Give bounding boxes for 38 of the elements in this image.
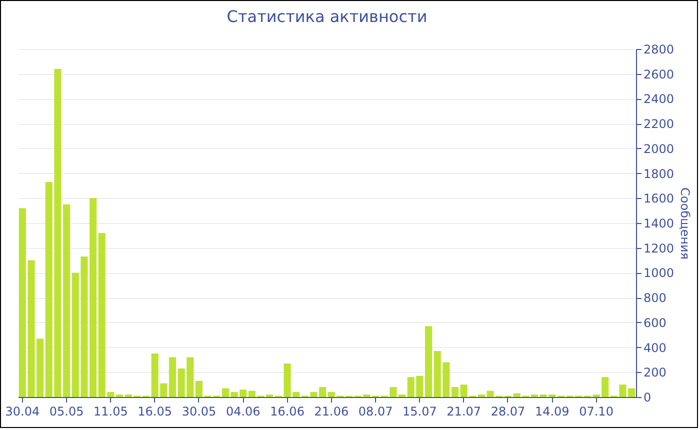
- x-tick-label: 30.05: [182, 404, 216, 418]
- y-tick-label: 0: [644, 390, 652, 404]
- y-tick-label: 2200: [644, 117, 674, 132]
- y-tick-label: 1200: [644, 241, 674, 256]
- x-tick-label: 15.07: [402, 404, 437, 418]
- bar: [222, 388, 230, 397]
- x-tick-label: 04.06: [226, 404, 260, 418]
- y-tick-label: 2600: [644, 67, 674, 82]
- bar: [195, 380, 203, 397]
- x-tick-label: 30.04: [5, 404, 40, 418]
- x-tick-label: 07.10: [579, 404, 614, 418]
- y-tick-label: 800: [644, 291, 666, 306]
- chart-title: Статистика активности: [226, 7, 428, 26]
- bar: [451, 387, 459, 397]
- x-tick-label: 16.05: [138, 404, 172, 418]
- y-tick-label: 1800: [644, 166, 674, 181]
- y-tick-label: 2400: [644, 92, 674, 106]
- x-tick-label: 21.07: [446, 404, 482, 418]
- bar: [248, 390, 256, 397]
- bar: [90, 198, 97, 397]
- x-tick-label: 14.09: [534, 404, 570, 418]
- y-tick-label: 1000: [644, 266, 674, 280]
- x-tick-label: 11.05: [94, 404, 128, 418]
- y-tick-label: 400: [644, 340, 666, 355]
- y-tick-label: 1600: [644, 192, 674, 206]
- x-tick-label: 28.07: [490, 404, 526, 418]
- y-tick-label: 2000: [644, 142, 674, 156]
- y-tick-label: 1400: [644, 216, 674, 230]
- bar: [168, 357, 176, 397]
- x-tick-label: 21.06: [314, 404, 349, 418]
- bar: [424, 326, 432, 397]
- y-tick-label: 2800: [644, 42, 674, 56]
- y-axis-title: Сообщения: [678, 187, 692, 260]
- x-tick-label: 05.05: [49, 404, 84, 418]
- y-tick-label: 200: [644, 366, 666, 380]
- x-tick-label: 16.06: [270, 404, 304, 418]
- x-tick-label: 08.07: [358, 404, 393, 418]
- y-tick-label: 600: [644, 316, 666, 330]
